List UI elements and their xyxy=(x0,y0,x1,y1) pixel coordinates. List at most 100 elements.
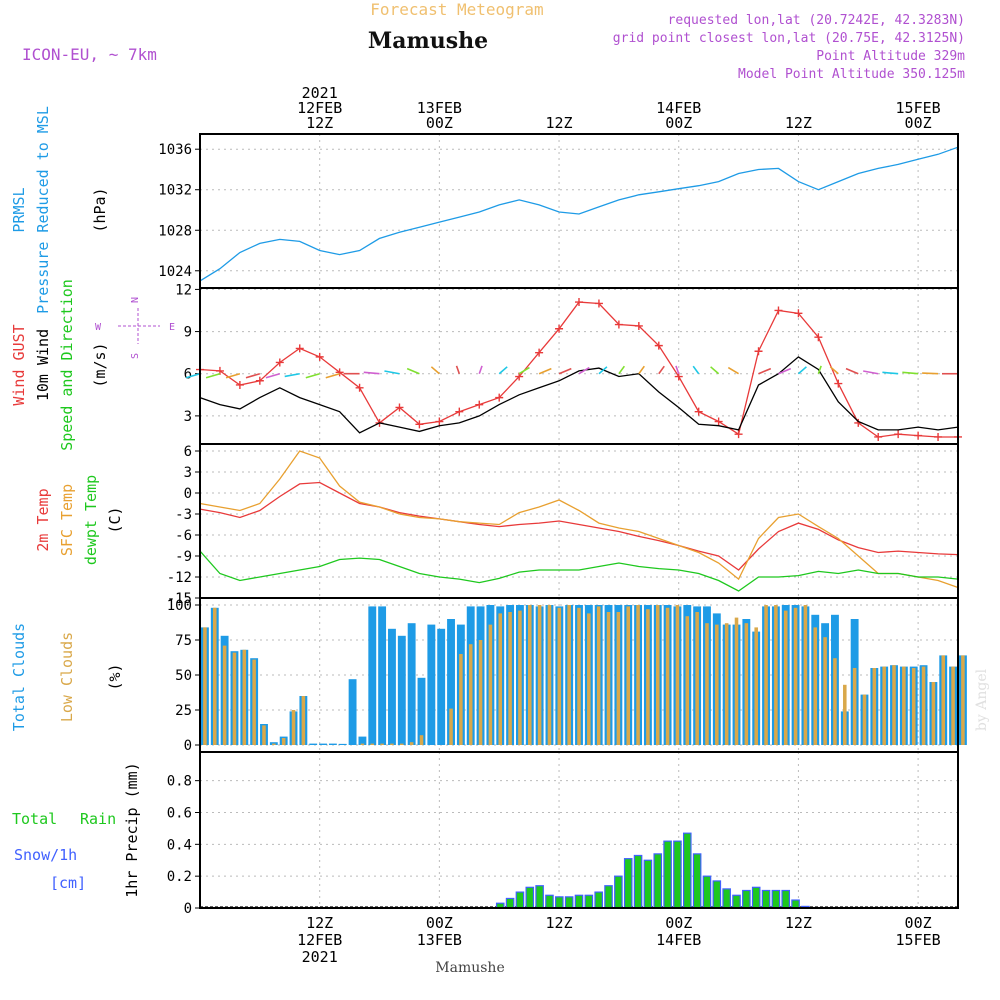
total-cloud-bar xyxy=(368,606,377,745)
rain-bar xyxy=(594,891,603,909)
time-label-bottom: 12Z xyxy=(306,914,333,932)
wind-barb xyxy=(598,366,608,375)
low-cloud-bar xyxy=(636,605,640,745)
panel-frame xyxy=(199,287,959,445)
gust-marker xyxy=(934,432,943,441)
temp-axis-label: (C) xyxy=(106,506,124,533)
rain-bar xyxy=(712,880,722,909)
wind-barb xyxy=(225,372,241,379)
y-tick-label: -3 xyxy=(175,507,192,523)
low-cloud-bar xyxy=(478,640,483,745)
gust-marker xyxy=(215,366,224,375)
gust-marker xyxy=(794,309,803,318)
gust-marker xyxy=(295,344,304,353)
y-tick-label: 1032 xyxy=(158,183,192,199)
low-cloud-bar xyxy=(281,738,286,745)
y-tick-label: 75 xyxy=(175,633,192,649)
gust-marker xyxy=(754,347,763,356)
y-tick-label: 0 xyxy=(184,738,192,754)
gust-marker xyxy=(834,379,843,388)
panel-frame xyxy=(199,133,959,289)
rain-bar xyxy=(525,886,535,909)
wind-barb xyxy=(363,371,380,375)
gust-marker xyxy=(455,407,464,416)
y-tick-label: 0.8 xyxy=(167,774,192,790)
gust-marker xyxy=(814,333,823,342)
low-cloud-bar xyxy=(468,644,473,745)
low-cloud-bar xyxy=(262,725,266,745)
wind-barb xyxy=(675,365,680,374)
total-cloud-bar xyxy=(338,743,347,745)
time-label-top: 12FEB xyxy=(297,99,342,117)
total-cloud-bar xyxy=(397,635,406,745)
low-cloud-bar xyxy=(518,610,522,745)
low-cloud-bar xyxy=(370,743,375,745)
low-cloud-bar xyxy=(203,627,207,745)
low-cloud-bar xyxy=(528,605,532,745)
low-cloud-bar xyxy=(764,605,768,745)
compass-w: W xyxy=(95,322,102,333)
wind-barb xyxy=(578,366,590,375)
rain-bar xyxy=(781,889,791,909)
precip-legend-unit: [cm] xyxy=(50,874,86,892)
rain-bar xyxy=(663,840,672,909)
y-tick-label: 1036 xyxy=(158,142,192,158)
wind-barb xyxy=(727,366,739,375)
series-line xyxy=(199,550,959,592)
pressure-axis-label: Pressure Reduced to MSL xyxy=(34,106,52,314)
panel-frame xyxy=(199,751,959,909)
low-cloud-bar xyxy=(419,735,424,745)
wind-barb xyxy=(922,372,939,375)
time-label-top: 00Z xyxy=(905,114,932,132)
gust-marker xyxy=(914,431,923,440)
low-cloud-bar xyxy=(783,610,788,745)
precip-legend-snow: Snow/1h xyxy=(14,846,77,864)
total-cloud-bar xyxy=(348,679,357,745)
y-tick-label: 12 xyxy=(175,282,192,298)
time-label-bottom: 15FEB xyxy=(896,931,941,949)
low-cloud-bar xyxy=(498,613,503,745)
series-line xyxy=(199,450,959,589)
y-tick-label: 25 xyxy=(175,703,192,719)
low-cloud-bar xyxy=(872,668,877,745)
clouds-axis-label: Total Clouds xyxy=(10,623,28,731)
y-tick-label: 3 xyxy=(184,465,192,481)
wind-axis-label: Speed and Direction xyxy=(58,279,76,451)
wind-axis-label: Wind GUST xyxy=(10,324,28,405)
compass-s: S xyxy=(130,353,141,359)
low-cloud-bar xyxy=(852,668,857,745)
low-cloud-bar xyxy=(675,605,680,745)
plot-layer: 1024 1028 1032 1036 3 6 9 12 6 3 0 -3 -6 -9 -12 -15 0 25 5… xyxy=(10,84,967,966)
wind-barb xyxy=(406,367,420,375)
total-cloud-bar xyxy=(427,624,436,745)
panel-temp: 6 3 0 -3 -6 -9 -12 -15 xyxy=(167,443,959,607)
low-cloud-bar xyxy=(596,606,601,745)
low-cloud-bar xyxy=(291,710,296,745)
low-cloud-bar xyxy=(488,624,493,745)
gust-marker xyxy=(335,368,344,377)
low-cloud-bar xyxy=(508,612,512,745)
location-title: Mamushe xyxy=(368,28,488,54)
rain-bar xyxy=(515,891,525,909)
rain-bar xyxy=(555,896,564,909)
wind-barb xyxy=(518,366,530,375)
total-cloud-bar xyxy=(437,628,446,745)
rain-bar xyxy=(564,896,574,909)
y-tick-label: 0.2 xyxy=(167,869,192,885)
product-title: Forecast Meteogram xyxy=(370,0,543,19)
clouds-axis-label: Low Clouds xyxy=(58,632,76,722)
gust-marker xyxy=(415,420,424,429)
y-tick-label: 50 xyxy=(175,668,192,684)
y-tick-label: -6 xyxy=(175,528,192,544)
wind-barb xyxy=(902,371,919,375)
total-cloud-bar xyxy=(447,619,455,745)
low-cloud-bar xyxy=(301,696,306,745)
low-cloud-bar xyxy=(577,607,581,745)
wind-barb xyxy=(245,372,261,379)
rain-bar xyxy=(653,853,663,909)
total-cloud-bar xyxy=(417,677,426,745)
low-cloud-bar xyxy=(557,607,562,745)
low-cloud-bar xyxy=(803,605,808,745)
panel-wind: 3 6 9 12 xyxy=(175,282,962,445)
wind-barb xyxy=(758,367,772,375)
